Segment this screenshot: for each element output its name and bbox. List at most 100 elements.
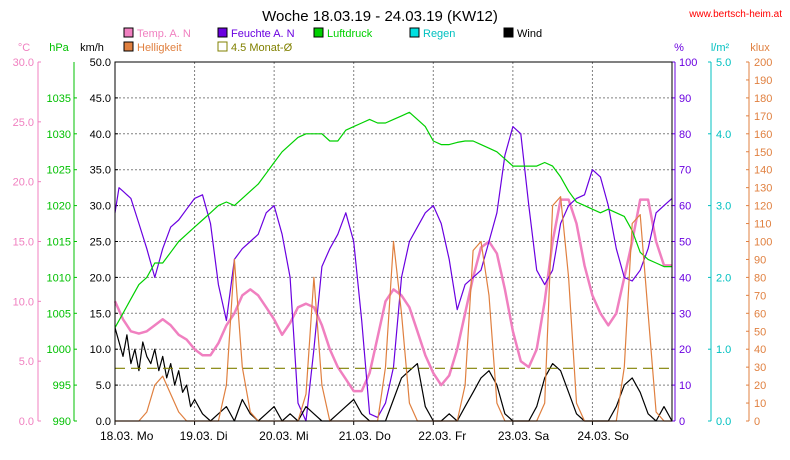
- humidity-tick-label: 80: [679, 129, 691, 141]
- x-tick-label: 21.03. Do: [339, 429, 391, 443]
- series-temp-a-n: [113, 198, 672, 393]
- wind-unit: km/h: [80, 42, 104, 54]
- legend-swatch: [123, 27, 134, 38]
- lux-tick-label: 130: [754, 183, 772, 195]
- x-tick-label: 18.03. Mo: [100, 429, 154, 443]
- humidity-tick-label: 40: [679, 272, 691, 284]
- legend-label: 4.5 Monat-Ø: [231, 42, 293, 54]
- pressure-tick-label: 995: [53, 380, 71, 392]
- temp-tick-label: 5.0: [19, 356, 34, 368]
- temp-tick-label: 0.0: [19, 416, 34, 428]
- humidity-tick-label: 60: [679, 201, 691, 213]
- x-tick-label: 19.03. Di: [180, 429, 228, 443]
- chart-title: Woche 18.03.19 - 24.03.19 (KW12): [262, 8, 498, 25]
- lux-tick-label: 170: [754, 111, 772, 123]
- rain-tick-label: 0.0: [716, 416, 731, 428]
- pressure-unit: hPa: [49, 42, 69, 54]
- legend-swatch: [217, 27, 228, 38]
- humidity-tick-label: 100: [679, 57, 697, 69]
- humidity-unit: %: [674, 42, 684, 54]
- wind-tick-label: 30.0: [90, 201, 111, 213]
- series-helligkeit: [115, 196, 672, 422]
- temp-tick-label: 25.0: [13, 117, 34, 129]
- wind-tick-label: 45.0: [90, 93, 111, 105]
- humidity-tick-label: 70: [679, 165, 691, 177]
- plot-frame: [114, 61, 673, 422]
- pressure-tick-label: 1005: [47, 308, 71, 320]
- legend-label: Feuchte A. N: [231, 28, 295, 40]
- temp-unit: °C: [18, 42, 30, 54]
- pressure-tick-label: 1035: [47, 93, 71, 105]
- legend: Temp. A. N Feuchte A. N Luftdruck Regen Wind…: [123, 27, 542, 54]
- lux-tick-label: 110: [754, 219, 772, 231]
- legend-swatch: [503, 27, 514, 38]
- rain-tick-label: 3.0: [716, 201, 731, 213]
- lux-tick-label: 100: [754, 237, 772, 249]
- x-tick-label: 23.03. Sa: [498, 429, 550, 443]
- rain-tick-label: 4.0: [716, 129, 731, 141]
- axes: 0.05.010.015.020.025.030.099099510001005…: [13, 57, 773, 443]
- legend-swatch: [123, 41, 134, 52]
- lux-tick-label: 200: [754, 57, 772, 69]
- lux-tick-label: 0: [754, 416, 760, 428]
- humidity-tick-label: 10: [679, 380, 691, 392]
- lux-tick-label: 150: [754, 147, 772, 159]
- x-tick-label: 22.03. Fr: [418, 429, 466, 443]
- lux-tick-label: 40: [754, 344, 766, 356]
- lux-tick-label: 190: [754, 75, 772, 87]
- legend-swatch: [313, 27, 324, 38]
- humidity-tick-label: 50: [679, 237, 691, 249]
- lux-tick-label: 70: [754, 290, 766, 302]
- axis-units: °C hPa km/h% l/m² klux: [18, 42, 770, 54]
- lux-tick-label: 10: [754, 398, 766, 410]
- wind-tick-label: 40.0: [90, 129, 111, 141]
- legend-label: Helligkeit: [137, 42, 182, 54]
- lux-tick-label: 20: [754, 380, 766, 392]
- wind-tick-label: 50.0: [90, 57, 111, 69]
- lux-tick-label: 80: [754, 272, 766, 284]
- x-tick-label: 24.03. So: [577, 429, 629, 443]
- legend-label: Regen: [423, 28, 455, 40]
- humidity-tick-label: 20: [679, 344, 691, 356]
- series-feuchte-a-n: [114, 126, 673, 422]
- lux-tick-label: 60: [754, 308, 766, 320]
- rain-tick-label: 5.0: [716, 57, 731, 69]
- series-wind: [114, 327, 673, 422]
- wind-tick-label: 20.0: [90, 272, 111, 284]
- humidity-tick-label: 0: [679, 416, 685, 428]
- pressure-tick-label: 1015: [47, 237, 71, 249]
- lux-tick-label: 90: [754, 254, 766, 266]
- rain-tick-label: 2.0: [716, 272, 731, 284]
- pressure-tick-label: 1025: [47, 165, 71, 177]
- lux-tick-label: 50: [754, 326, 766, 338]
- wind-tick-label: 0.0: [96, 416, 111, 428]
- series-layer: [113, 111, 673, 422]
- pressure-tick-label: 1030: [47, 129, 71, 141]
- lux-tick-label: 120: [754, 201, 772, 213]
- website-label: www.bertsch-heim.at: [688, 9, 782, 20]
- lux-tick-label: 160: [754, 129, 772, 141]
- wind-tick-label: 15.0: [90, 308, 111, 320]
- legend-swatch: [217, 41, 228, 52]
- humidity-tick-label: 90: [679, 93, 691, 105]
- rain-tick-label: 1.0: [716, 344, 731, 356]
- series-luftdruck: [114, 111, 672, 328]
- pressure-tick-label: 1020: [47, 201, 71, 213]
- grid: [115, 62, 672, 421]
- temp-tick-label: 15.0: [13, 237, 34, 249]
- lux-unit: klux: [750, 42, 770, 54]
- wind-tick-label: 25.0: [90, 237, 111, 249]
- pressure-tick-label: 990: [53, 416, 71, 428]
- humidity-tick-label: 30: [679, 308, 691, 320]
- legend-label: Luftdruck: [327, 28, 373, 40]
- wind-tick-label: 10.0: [90, 344, 111, 356]
- lux-tick-label: 140: [754, 165, 772, 177]
- x-tick-label: 20.03. Mi: [259, 429, 308, 443]
- temp-tick-label: 30.0: [13, 57, 34, 69]
- legend-label: Wind: [517, 28, 542, 40]
- pressure-tick-label: 1000: [47, 344, 71, 356]
- legend-swatch: [409, 27, 420, 38]
- rain-unit: l/m²: [711, 42, 730, 54]
- wind-tick-label: 5.0: [96, 380, 111, 392]
